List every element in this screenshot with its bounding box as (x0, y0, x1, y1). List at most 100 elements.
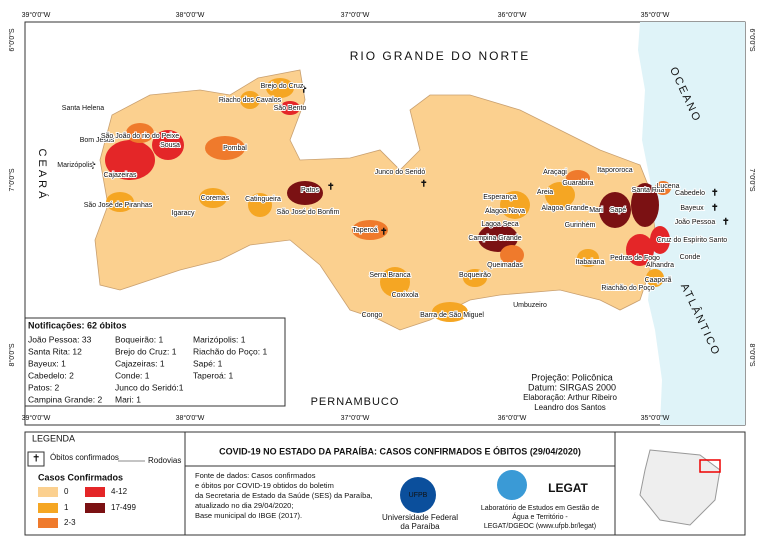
map-info: Projeção: Policônica (531, 372, 613, 382)
svg-text:✝: ✝ (327, 181, 335, 191)
municipality-patches (105, 78, 671, 322)
municipality-label: Riachão do Poço (601, 285, 654, 292)
legend-class: 2-3 (64, 518, 76, 527)
notification-item: Brejo do Cruz: 1 (115, 346, 177, 356)
coord-label: 36°0'0"W (498, 414, 527, 422)
source-text: da Secretaria de Estado da Saúde (SES) d… (195, 491, 373, 500)
notification-item: Taperoá: 1 (193, 370, 233, 380)
municipality-label: Cruz do Espírito Santo (657, 237, 728, 244)
municipality-label: Areia (537, 189, 553, 196)
coord-label: 7°0'0"S (8, 168, 16, 191)
notification-item: Santa Rita: 12 (28, 346, 82, 356)
institution-name: da Paraíba (400, 522, 440, 531)
coord-label: 38°0'0"W (176, 414, 205, 422)
notification-item: João Pessoa: 33 (28, 334, 92, 344)
coord-label: 35°0'0"W (641, 414, 670, 422)
svg-text:✝: ✝ (420, 178, 428, 188)
municipality-label: Umbuzeiro (513, 302, 547, 309)
notifications-box (24, 317, 286, 407)
state-paraiba (94, 69, 656, 331)
coord-label: 38°0'0"W (176, 11, 205, 19)
notification-item: Bayeux: 1 (28, 358, 66, 368)
municipality-label: João Pessoa (675, 219, 716, 226)
municipality-label: Campina Grande (468, 235, 521, 242)
institution-name: Água e Território - (512, 512, 568, 521)
institution-name: Laboratório de Estudos em Gestão de (481, 505, 599, 512)
municipality-label: Mari (589, 207, 603, 214)
municipality-label: Guarabira (562, 180, 593, 187)
municipality-label: Itabaiana (576, 259, 605, 266)
municipality-label: Sapé (610, 207, 626, 214)
source-text: atualizado no dia 29/04/2020; (195, 501, 293, 510)
notifications-title: Notificações: 62 óbitos (28, 320, 127, 330)
municipality-label: Cajazeiras (103, 172, 137, 179)
coord-label: 6°0'0"S (8, 28, 16, 51)
municipality-label: Serra Branca (369, 272, 410, 279)
municipality-label: Riacho dos Cavalos (219, 97, 282, 104)
municipality-label: Patos (301, 187, 319, 194)
coord-label: 6°0'0"S (748, 29, 756, 52)
notification-item: Junco do Seridó:1 (115, 382, 184, 392)
municipality-label: Bom Jesus (80, 137, 115, 144)
municipality-label: São João do rio do Peixe (101, 133, 179, 140)
coord-label: 37°0'0"W (341, 414, 370, 422)
notification-item: Conde: 1 (115, 370, 150, 380)
legat-globe (497, 470, 527, 500)
notification-item: Patos: 2 (28, 382, 59, 392)
map-info: Elaboração: Arthur Ribeiro (523, 393, 617, 402)
notification-item: Riachão do Poço: 1 (193, 346, 267, 356)
notification-item: Sapé: 1 (193, 358, 223, 368)
notification-item: Campina Grande: 2 (28, 394, 102, 404)
institution-name: Universidade Federal (382, 513, 458, 522)
region-label: PERNAMBUCO (311, 396, 400, 408)
footer-title: COVID-19 NO ESTADO DA PARAÍBA: CASOS CON… (219, 445, 581, 456)
municipality-label: Boqueirão (459, 272, 491, 279)
map-info: Leandro dos Santos (534, 403, 606, 412)
ocean (638, 22, 745, 425)
legend-subtitle: Casos Confirmados (38, 472, 123, 482)
municipality-label: Brejo do Cruz (261, 83, 304, 90)
municipality-label: Lagoa Seca (481, 221, 518, 228)
institution-name: LEGAT/DGEOC (www.ufpb.br/legat) (484, 523, 596, 530)
municipality-label: São José do Bonfim (277, 209, 340, 216)
notification-item: Cajazeiras: 1 (115, 358, 165, 368)
coord-label: 8°0'0"S (748, 344, 756, 367)
municipality-label: Alagoa Grande (541, 205, 588, 212)
municipality-label: Santa Helena (62, 105, 105, 112)
municipality-label: Bayeux (680, 205, 704, 212)
notification-item: Mari: 1 (115, 394, 141, 404)
coord-label: 37°0'0"W (341, 11, 370, 19)
map-info: Datum: SIRGAS 2000 (528, 382, 616, 392)
legend-class: 4-12 (111, 487, 128, 496)
legend-class: 0 (64, 487, 69, 496)
legend-swatch (38, 518, 58, 528)
municipality-label: Queimadas (487, 262, 523, 269)
legend-title: LEGENDA (32, 433, 75, 443)
municipality-label: Araçagi (543, 169, 567, 176)
notification-item: Marizópolis: 1 (193, 334, 246, 344)
coord-label: 7°0'0"S (748, 169, 756, 192)
deaths-symbols: ✝✝✝✝✝✝✝✝ (89, 84, 730, 236)
region-label: CEARÁ (36, 149, 49, 202)
legend-class: 17-499 (111, 503, 136, 512)
legend-class: 1 (64, 503, 69, 512)
municipality-label: Sousa (160, 142, 180, 149)
coord-label: 39°0'0"W (22, 11, 51, 19)
legend-swatch (38, 503, 58, 513)
municipality-label: Conde (680, 254, 701, 261)
svg-text:✝: ✝ (300, 84, 308, 94)
notification-item: Boqueirão: 1 (115, 334, 163, 344)
legend-swatch (38, 487, 58, 497)
legend-swatch (85, 487, 105, 497)
source-text: Base municipal do IBGE (2017). (195, 511, 302, 520)
municipality-label: Itapororoca (597, 167, 633, 174)
svg-text:✝: ✝ (722, 216, 730, 226)
region-label: RIO GRANDE DO NORTE (350, 49, 530, 63)
logo-text: LEGAT (548, 481, 588, 495)
municipality-label: Esperança (483, 194, 517, 201)
svg-text:✝: ✝ (89, 160, 97, 170)
legend-item: Óbitos confirmados (50, 453, 119, 462)
municipality-label: Taperoá (352, 227, 377, 234)
